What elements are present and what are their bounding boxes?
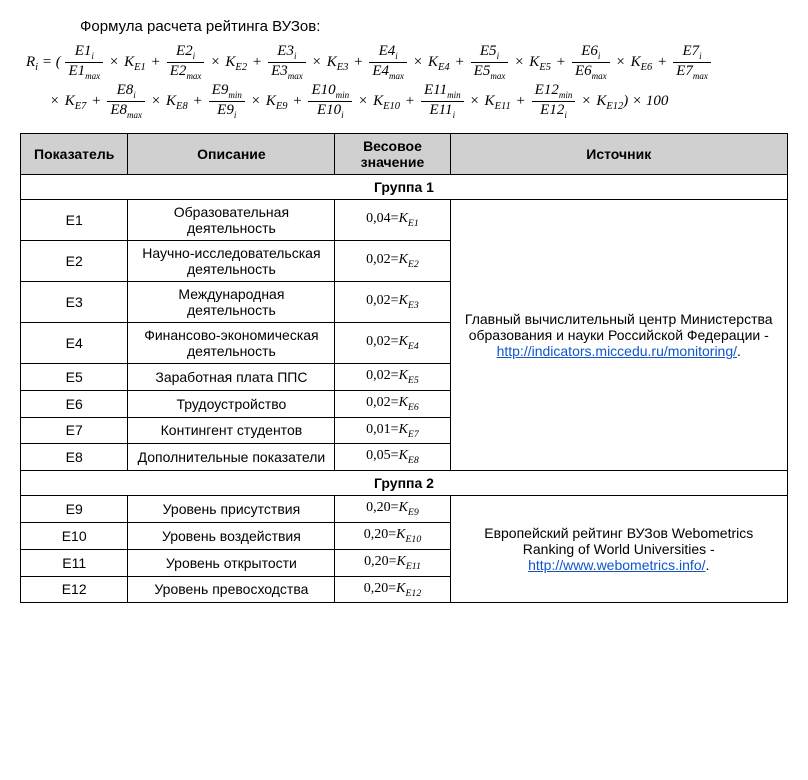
indicator-desc: Финансово-экономическая деятельность (128, 323, 335, 364)
indicator-weight: 0,05=KE8 (335, 444, 450, 471)
indicator-weight: 0,20=KE12 (335, 576, 450, 603)
th-weight: Весовоезначение (335, 134, 450, 175)
indicator-desc: Заработная плата ППС (128, 364, 335, 391)
indicator-desc: Международная деятельность (128, 282, 335, 323)
group-header: Группа 1 (21, 175, 788, 200)
indicator-desc: Научно-исследовательская деятельность (128, 241, 335, 282)
indicator-id: E10 (21, 522, 128, 549)
source-cell: Европейский рейтинг ВУЗов Webometrics Ra… (450, 496, 788, 603)
indicator-id: E6 (21, 390, 128, 417)
indicator-desc: Образовательная деятельность (128, 200, 335, 241)
th-indicator: Показатель (21, 134, 128, 175)
table-row: E9Уровень присутствия0,20=KE9Европейский… (21, 496, 788, 523)
indicator-weight: 0,20=KE9 (335, 496, 450, 523)
indicator-weight: 0,02=KE5 (335, 364, 450, 391)
indicator-desc: Уровень открытости (128, 549, 335, 576)
indicator-id: E1 (21, 200, 128, 241)
indicator-weight: 0,02=KE6 (335, 390, 450, 417)
indicator-id: E5 (21, 364, 128, 391)
rating-formula: Ri = ( E1iE1max × KE1 + E2iE2max × KE2 +… (26, 43, 788, 121)
indicator-weight: 0,20=KE11 (335, 549, 450, 576)
indicator-weight: 0,02=KE3 (335, 282, 450, 323)
indicator-weight: 0,20=KE10 (335, 522, 450, 549)
indicator-id: E4 (21, 323, 128, 364)
indicator-id: E12 (21, 576, 128, 603)
indicator-id: E8 (21, 444, 128, 471)
source-link[interactable]: http://www.webometrics.info/ (528, 557, 705, 573)
indicator-weight: 0,02=KE4 (335, 323, 450, 364)
indicators-table: Показатель Описание Весовоезначение Исто… (20, 133, 788, 603)
indicator-desc: Трудоустройство (128, 390, 335, 417)
source-link[interactable]: http://indicators.miccedu.ru/monitoring/ (497, 343, 737, 359)
source-cell: Главный вычислительный центр Министерств… (450, 200, 788, 471)
indicator-desc: Уровень присутствия (128, 496, 335, 523)
indicator-id: E7 (21, 417, 128, 444)
indicator-desc: Дополнительные показатели (128, 444, 335, 471)
indicator-weight: 0,02=KE2 (335, 241, 450, 282)
indicator-desc: Контингент студентов (128, 417, 335, 444)
indicator-weight: 0,01=KE7 (335, 417, 450, 444)
th-description: Описание (128, 134, 335, 175)
table-header-row: Показатель Описание Весовоезначение Исто… (21, 134, 788, 175)
group-header: Группа 2 (21, 471, 788, 496)
table-row: E1Образовательная деятельность0,04=KE1Гл… (21, 200, 788, 241)
indicator-id: E11 (21, 549, 128, 576)
indicator-desc: Уровень превосходства (128, 576, 335, 603)
th-source: Источник (450, 134, 788, 175)
indicator-id: E2 (21, 241, 128, 282)
indicator-id: E9 (21, 496, 128, 523)
indicator-weight: 0,04=KE1 (335, 200, 450, 241)
page-title: Формула расчета рейтинга ВУЗов: (80, 18, 788, 35)
indicator-desc: Уровень воздействия (128, 522, 335, 549)
indicator-id: E3 (21, 282, 128, 323)
